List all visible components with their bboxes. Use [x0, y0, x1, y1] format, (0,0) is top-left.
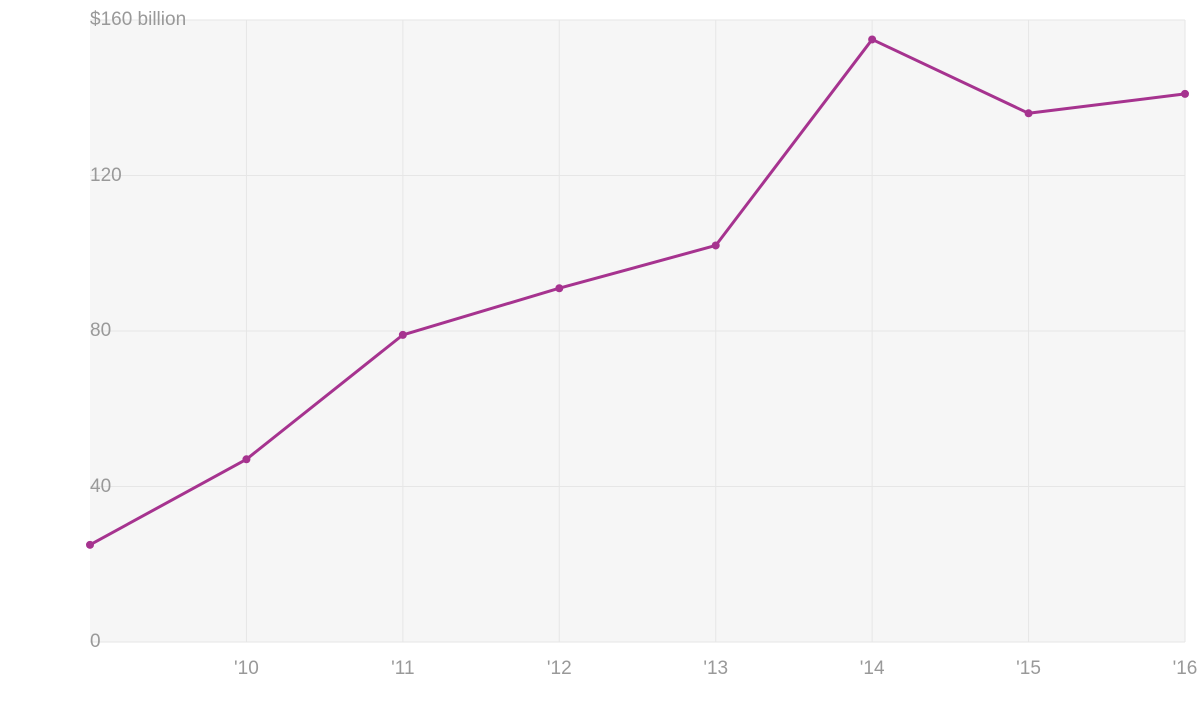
data-point — [1025, 109, 1033, 117]
x-tick-label: '16 — [1173, 658, 1198, 680]
chart-data-layer — [90, 20, 1185, 642]
y-tick-label: 80 — [90, 320, 111, 342]
plot-area — [90, 20, 1185, 642]
chart-container: 0 40 80 120 $160 billion '10 '11 '12 '13 '14 '15 '… — [0, 0, 1200, 704]
x-tick-label: '10 — [234, 658, 259, 680]
data-point — [555, 284, 563, 292]
x-tick-label: '13 — [703, 658, 728, 680]
data-point — [1181, 90, 1189, 98]
data-point — [712, 241, 720, 249]
x-tick-label: '12 — [547, 658, 572, 680]
y-tick-label: 40 — [90, 476, 111, 498]
x-tick-label: '15 — [1016, 658, 1041, 680]
y-tick-label: 120 — [90, 165, 122, 187]
data-point — [86, 541, 94, 549]
data-point — [242, 455, 250, 463]
data-line — [90, 39, 1185, 544]
data-point — [868, 35, 876, 43]
x-tick-label: '14 — [860, 658, 885, 680]
x-tick-label: '11 — [391, 658, 414, 680]
data-point — [399, 331, 407, 339]
y-tick-label: 0 — [90, 631, 101, 653]
y-tick-label: $160 billion — [90, 9, 186, 31]
